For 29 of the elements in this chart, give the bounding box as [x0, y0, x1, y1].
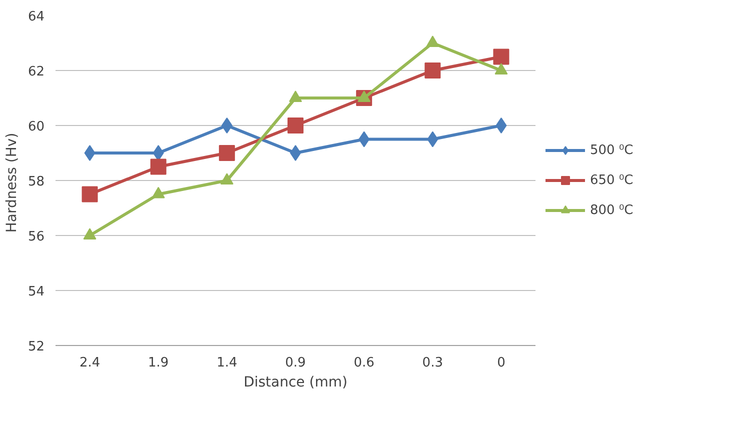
x-tick-label: 0 [497, 356, 506, 370]
x-tick-label: 2.4 [79, 356, 100, 370]
point [152, 145, 164, 161]
legend-label: 650 ⁰C [590, 172, 634, 188]
x-tick-label: 0.3 [422, 356, 443, 370]
point [288, 118, 304, 134]
x-tick-label: 1.9 [148, 356, 169, 370]
point [218, 145, 235, 161]
y-tick-label: 64 [28, 10, 45, 24]
point [84, 145, 96, 161]
y-tick-label: 60 [28, 120, 45, 134]
legend-label: 800 ⁰C [590, 202, 634, 218]
point [82, 186, 98, 202]
x-axis-title: Distance (mm) [244, 374, 348, 390]
y-tick-label: 62 [28, 64, 45, 80]
y-axis-title: Hardness (Hv) [4, 132, 20, 233]
y-tick-label: 56 [28, 230, 45, 244]
point [493, 48, 510, 65]
y-tick-label: 58 [28, 174, 45, 190]
x-tick-label: 0.6 [354, 356, 374, 370]
y-tick-label: 54 [28, 284, 45, 300]
point [424, 62, 441, 78]
point [496, 118, 507, 134]
x-tick-label: 0.9 [285, 356, 306, 370]
point [150, 158, 166, 175]
x-tick-label: 1.4 [216, 356, 238, 370]
legend-label: 500 ⁰C [590, 142, 634, 158]
y-tick-label: 52 [28, 340, 45, 354]
point [221, 118, 232, 134]
